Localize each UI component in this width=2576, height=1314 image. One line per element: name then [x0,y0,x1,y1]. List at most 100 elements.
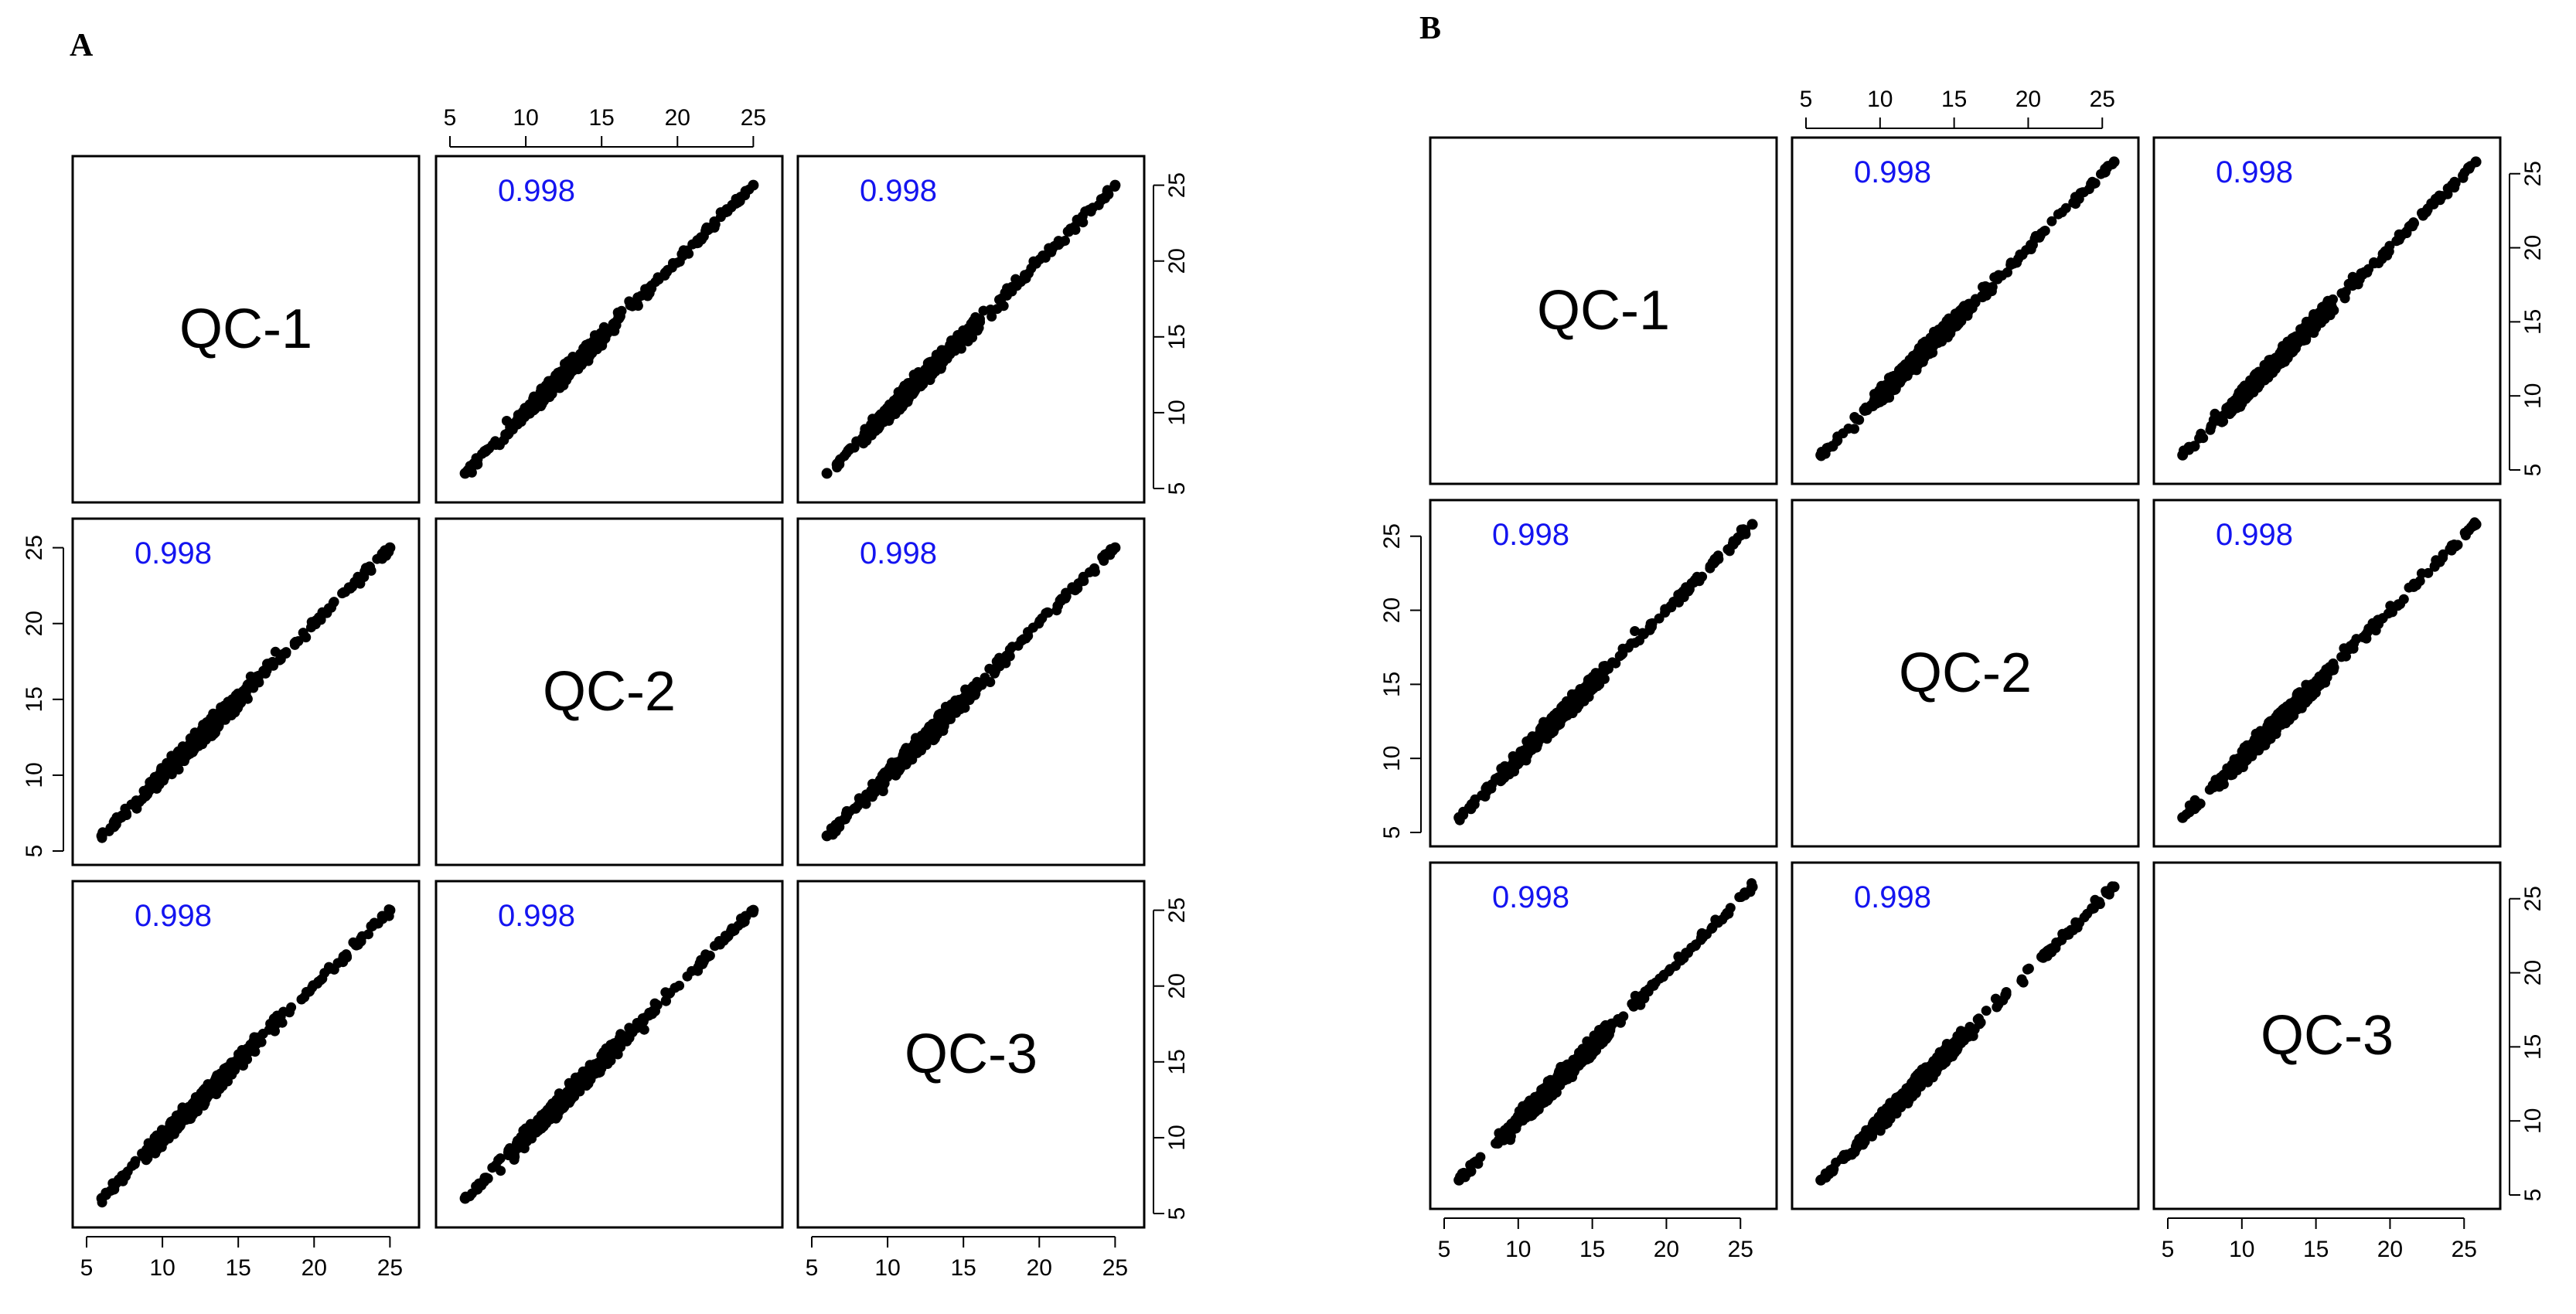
scatter-point [1849,424,1859,434]
scatter-point [854,793,864,804]
scatter-point [277,1017,288,1028]
scatter-point [727,926,738,937]
scatter-point [647,1009,658,1020]
tick-label: 20 [22,611,47,636]
scatter-point [516,1137,526,1148]
scatter-point [1981,286,1992,297]
scatter-point [140,789,151,800]
scatter-point [2407,219,2418,230]
scatter-point [866,788,877,798]
scatter-point [696,955,707,965]
scatter-point [1504,762,1515,773]
tick-label: 15 [951,1255,976,1281]
scatter-point [955,334,966,345]
scatter-point [96,1193,107,1204]
scatter-point [154,776,165,787]
scatter-point [1569,700,1579,710]
scatter-point [2177,449,2189,461]
scatter-point [2205,424,2216,435]
scatter-point [1543,720,1554,731]
tick-label: 5 [1164,1207,1190,1220]
scatter-point [459,1193,471,1204]
panel-frame [796,880,1146,1229]
scatter-point [998,301,1009,311]
variable-label: QC-2 [1899,642,2032,704]
scatter-point [2196,428,2206,439]
scatter-point [1710,555,1720,566]
scatter-point [459,468,471,479]
scatter-point [227,1069,237,1080]
scatter-point [270,1026,280,1037]
scatter-point [930,720,941,730]
scatter-point [1027,622,1038,633]
scatter-point [496,1166,506,1176]
scatter-point [338,587,349,597]
scatter-point [595,333,605,344]
scatter-point [582,349,593,360]
scatter-point [748,904,759,916]
scatter-point [523,1129,533,1140]
scatter-point [1465,803,1477,815]
scatter-point [625,300,635,311]
scatter-point [952,700,963,711]
scatter-point [2189,441,2200,452]
tick-label: 25 [377,1255,403,1281]
panel-frame [1429,136,1778,485]
scatter-point [1654,613,1665,624]
panel-a-r1-c3: 0.998 [796,155,1146,504]
scatter-point [1931,334,1942,345]
scatter-point [588,1060,598,1071]
panel-b-r1-c1: QC-1 [1429,136,1778,485]
scatter-point [941,710,952,720]
scatter-point [1673,590,1684,600]
scatter-point [1728,538,1738,549]
scatter-point [547,1104,558,1114]
scatter-point [1746,519,1758,530]
scatter-point [323,964,334,975]
scatter-point [929,734,939,744]
scatter-point [2312,318,2322,328]
scatter-point [1056,594,1067,604]
scatter-point [1490,774,1501,785]
panel-a-r2-c1: 0.998 [71,517,421,866]
panel-frame [796,517,1146,866]
variable-label: QC-3 [905,1023,1038,1085]
scatter-point [1561,701,1572,712]
scatter-point [740,911,751,922]
scatter-point [687,965,697,976]
scatter-point [876,774,887,785]
panel-frame [434,880,784,1229]
scatter-point [2060,203,2071,213]
scatter-point [2245,375,2256,386]
scatter-point [858,438,869,449]
scatter-point [346,581,356,592]
scatter-point [2270,358,2281,369]
scatter-point [849,442,860,453]
scatter-point [118,1172,128,1183]
panel-a-r1-c1: QC-1 [71,155,421,504]
scatter-point [1065,223,1076,234]
tick-label: 25 [1102,1255,1128,1281]
scatter-point [911,736,922,747]
scatter-point [920,375,931,386]
scatter-point [172,755,182,766]
scatter-point [2363,264,2374,274]
scatter-points [2177,156,2482,461]
scatter-point [2336,288,2347,298]
scatter-point [218,1074,229,1084]
scatter-point [1940,320,1951,331]
scatter-point [615,311,625,322]
scatter-points [96,904,396,1208]
tick-label: 25 [22,535,47,560]
scatter-point [895,397,906,407]
scatter-point [668,257,678,268]
scatter-points [459,904,759,1204]
scatter-point [296,994,307,1005]
scatter-point [482,444,492,455]
scatter-points [1815,156,2120,461]
